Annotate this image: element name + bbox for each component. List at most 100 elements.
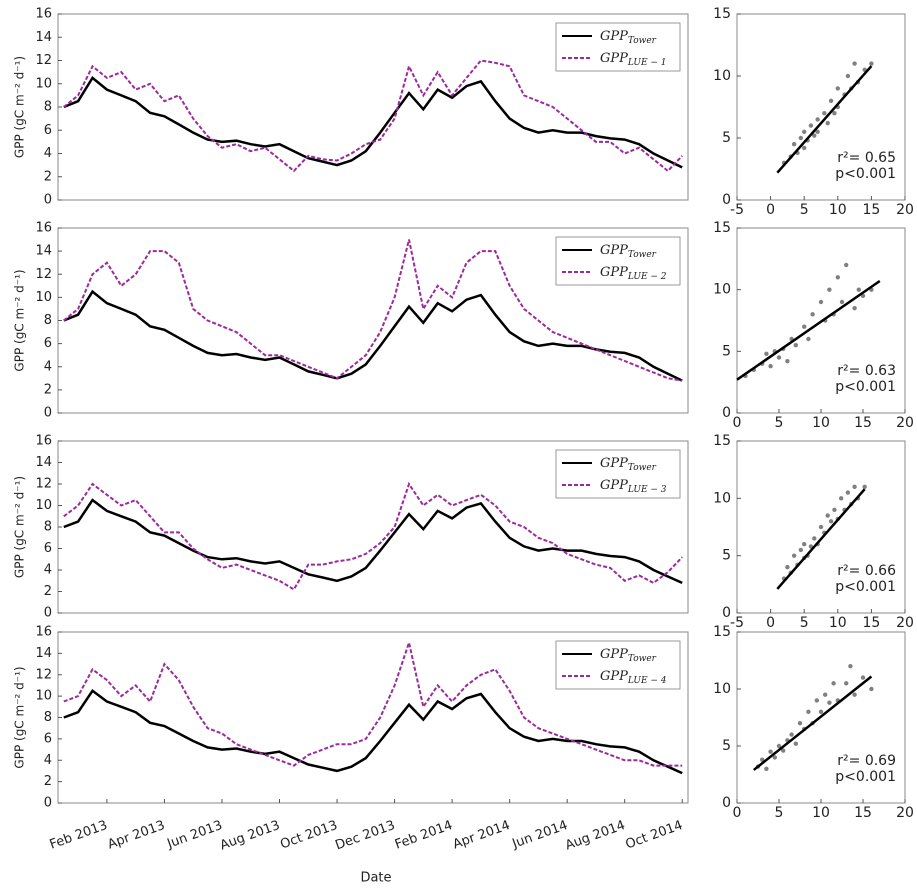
legend-name: GPP (600, 478, 628, 493)
y-tick-label: 6 (44, 541, 52, 556)
point (776, 355, 782, 360)
point (815, 129, 820, 134)
x-tick-label: Oct 2014 (624, 818, 685, 853)
legend-label: GPPLUE − 4 (600, 669, 667, 686)
x-tick-label: Feb 2014 (393, 818, 455, 853)
y-tick-label: 10 (713, 681, 731, 697)
y-tick-label: 10 (35, 290, 52, 305)
point (856, 287, 861, 292)
legend-name: GPP (600, 243, 628, 258)
annotation: p<0.001 (835, 166, 896, 182)
y-tick-label: 12 (35, 667, 52, 682)
x-tick-label: Aug 2013 (218, 818, 282, 854)
x-axis-title: Date (360, 871, 391, 886)
y-tick-label: 2 (44, 584, 52, 599)
point (825, 513, 830, 518)
x-tick-label: 15 (854, 805, 872, 821)
legend-subscript: LUE − 2 (627, 272, 667, 282)
legend-label: GPPTower (600, 456, 657, 473)
y-tick-label: 12 (35, 477, 52, 492)
point (760, 757, 765, 762)
x-tick-label: 0 (733, 805, 742, 821)
y-axis-title: GPP (gC m⁻² d⁻¹) (13, 269, 27, 371)
point (797, 721, 803, 726)
y-tick-label: 10 (35, 498, 52, 513)
point (831, 681, 836, 686)
point (835, 86, 840, 91)
point (785, 564, 790, 570)
annotation: p<0.001 (835, 379, 896, 395)
point (869, 686, 874, 692)
y-tick-label: 5 (722, 738, 731, 754)
point (806, 709, 811, 714)
y-tick-label: 10 (713, 68, 731, 84)
x-tick-label: 10 (829, 615, 847, 631)
point (815, 117, 820, 122)
y-tick-label: 6 (44, 336, 52, 351)
annotation: p<0.001 (835, 579, 896, 595)
y-tick-label: 15 (713, 220, 731, 236)
x-tick-label: 0 (733, 415, 742, 431)
x-tick-label: Apr 2013 (106, 818, 167, 853)
point (791, 553, 797, 558)
annotation: r²= 0.63 (837, 363, 896, 379)
x-tick-label: Feb 2013 (48, 818, 110, 853)
legend-name: GPP (600, 456, 628, 471)
legend (555, 236, 681, 286)
point (812, 133, 817, 138)
x-tick-label: 10 (812, 415, 830, 431)
fit-line (753, 675, 873, 771)
y-tick-label: 0 (44, 796, 52, 811)
series-line (63, 498, 683, 585)
y-tick-label: 6 (44, 123, 52, 138)
x-tick-label: 20 (896, 805, 914, 821)
point (827, 287, 832, 292)
point (848, 664, 853, 669)
y-tick-label: 16 (35, 221, 52, 236)
y-tick-label: 5 (722, 548, 731, 564)
point (781, 748, 786, 753)
legend-name: GPP (600, 669, 628, 684)
y-tick-label: 4 (44, 563, 52, 578)
x-tick-label: Apr 2014 (451, 818, 512, 853)
annotation: r²= 0.65 (837, 150, 896, 166)
y-tick-label: 4 (44, 753, 52, 768)
point (818, 524, 824, 530)
annotation: r²= 0.66 (837, 563, 896, 579)
x-tick-label: Jun 2013 (164, 818, 224, 852)
point (832, 507, 837, 512)
point (764, 351, 769, 356)
legend-name: GPP (600, 647, 628, 662)
point (764, 766, 769, 771)
point (806, 336, 811, 342)
annotation: r²= 0.69 (837, 753, 896, 769)
point (802, 129, 807, 134)
point (838, 496, 844, 501)
legend (555, 449, 681, 499)
legend-subscript: LUE − 1 (627, 58, 667, 68)
y-tick-label: 2 (44, 169, 52, 184)
x-tick-label: 15 (862, 202, 880, 218)
point (822, 111, 827, 116)
point (852, 305, 857, 311)
point (844, 681, 849, 686)
legend-label: GPPTower (600, 243, 657, 260)
y-tick-label: 2 (44, 382, 52, 397)
x-tick-label: 20 (896, 415, 914, 431)
y-tick-label: 10 (713, 490, 731, 506)
y-tick-label: 14 (35, 30, 52, 45)
point (852, 484, 857, 490)
legend-label: GPPTower (600, 29, 657, 46)
y-tick-label: 0 (44, 193, 52, 208)
y-tick-label: 16 (35, 434, 52, 449)
plot-frame (736, 13, 906, 201)
legend-label: GPPLUE − 2 (600, 265, 667, 282)
point (785, 359, 790, 364)
fit-line (776, 65, 873, 174)
point (844, 262, 849, 268)
point (818, 299, 824, 305)
point (793, 342, 798, 348)
y-axis-title: GPP (gC m⁻² d⁻¹) (13, 666, 27, 768)
point (839, 299, 845, 305)
point (776, 743, 782, 749)
